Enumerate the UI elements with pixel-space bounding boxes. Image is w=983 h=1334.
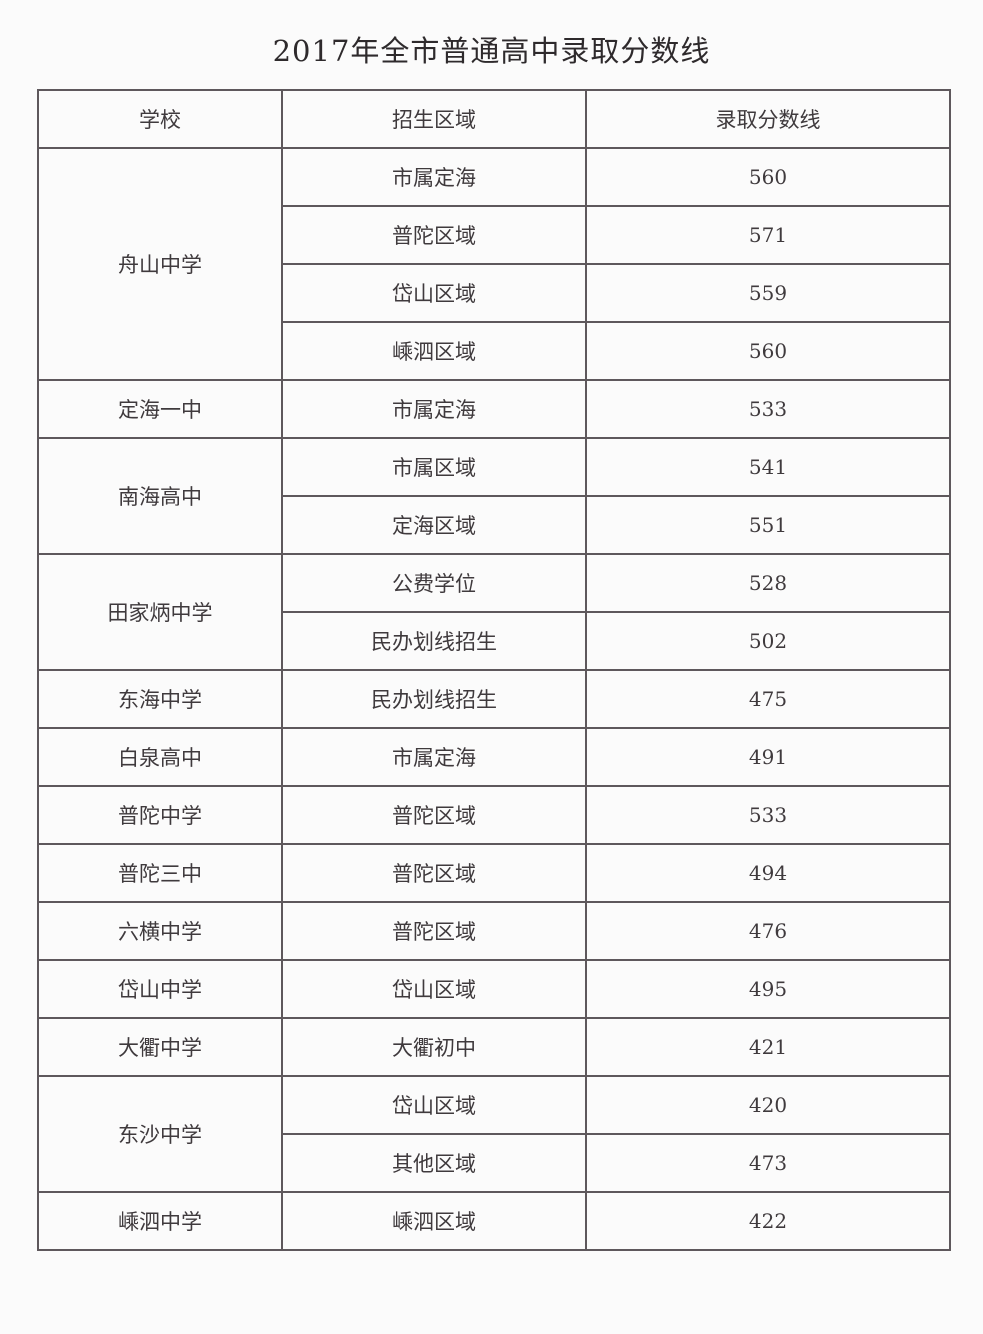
table-header-row: 学校 招生区域 录取分数线: [37, 89, 951, 149]
table-row: 民办划线招生 502: [38, 611, 951, 671]
score-cell: 502: [585, 611, 951, 671]
table-row: 大衢中学 大衢初中 421: [37, 1017, 951, 1077]
admission-score-table: 学校 招生区域 录取分数线 舟山中学 市属定海 560 普陀区域 571 岱山区域 559 嵊…: [37, 89, 951, 1251]
region-cell: 岱山区域: [281, 1075, 587, 1135]
score-cell: 559: [585, 263, 951, 323]
table-row: 定海区域 551: [38, 495, 951, 555]
header-school: 学校: [37, 89, 283, 149]
score-cell: 422: [585, 1191, 951, 1251]
school-cell: 白泉高中: [37, 727, 283, 787]
score-cell: 494: [585, 843, 951, 903]
score-cell: 420: [585, 1075, 951, 1135]
score-cell: 475: [585, 669, 951, 729]
school-cell: 定海一中: [37, 379, 283, 439]
region-cell: 其他区域: [281, 1133, 587, 1193]
region-cell: 市属定海: [281, 727, 587, 787]
school-cell: 岱山中学: [37, 959, 283, 1019]
table-row: 定海一中 市属定海 533: [37, 379, 951, 439]
region-cell: 嵊泗区域: [281, 1191, 587, 1251]
region-cell: 岱山区域: [281, 959, 587, 1019]
score-cell: 421: [585, 1017, 951, 1077]
region-cell: 市属定海: [281, 379, 587, 439]
region-cell: 大衢初中: [281, 1017, 587, 1077]
score-cell: 533: [585, 379, 951, 439]
table-row: 嵊泗区域 560: [38, 321, 951, 381]
table-row: 南海高中 市属区域 541: [37, 437, 951, 555]
region-cell: 市属区域: [281, 437, 587, 497]
school-cell: 东海中学: [37, 669, 283, 729]
school-cell: 六横中学: [37, 901, 283, 961]
table-row: 岱山中学 岱山区域 495: [37, 959, 951, 1019]
score-cell: 476: [585, 901, 951, 961]
table-row: 普陀三中 普陀区域 494: [37, 843, 951, 903]
table-row: 舟山中学 市属定海 560: [37, 147, 951, 381]
score-cell: 541: [585, 437, 951, 497]
header-score: 录取分数线: [585, 89, 951, 149]
school-cell: 普陀中学: [37, 785, 283, 845]
score-cell: 560: [585, 147, 951, 207]
region-cell: 普陀区域: [281, 785, 587, 845]
region-cell: 普陀区域: [281, 205, 587, 265]
table-row: 嵊泗中学 嵊泗区域 422: [37, 1191, 951, 1251]
region-cell: 定海区域: [281, 495, 587, 555]
school-cell: 田家炳中学: [37, 553, 283, 671]
school-cell: 普陀三中: [37, 843, 283, 903]
table-row: 六横中学 普陀区域 476: [37, 901, 951, 961]
school-cell: 大衢中学: [37, 1017, 283, 1077]
header-region: 招生区域: [281, 89, 587, 149]
table-row: 普陀区域 571: [38, 205, 951, 265]
score-cell: 560: [585, 321, 951, 381]
table-row: 其他区域 473: [38, 1133, 951, 1193]
table-row: 田家炳中学 公费学位 528: [37, 553, 951, 671]
score-cell: 473: [585, 1133, 951, 1193]
table-row: 普陀中学 普陀区域 533: [37, 785, 951, 845]
region-cell: 公费学位: [281, 553, 587, 613]
score-cell: 528: [585, 553, 951, 613]
region-cell: 嵊泗区域: [281, 321, 587, 381]
table-row: 岱山区域 559: [38, 263, 951, 323]
region-cell: 民办划线招生: [281, 611, 587, 671]
region-cell: 普陀区域: [281, 901, 587, 961]
region-cell: 普陀区域: [281, 843, 587, 903]
score-cell: 551: [585, 495, 951, 555]
school-cell: 南海高中: [37, 437, 283, 555]
region-cell: 市属定海: [281, 147, 587, 207]
document-title: 2017年全市普通高中录取分数线: [272, 34, 711, 68]
score-cell: 491: [585, 727, 951, 787]
school-cell: 东沙中学: [37, 1075, 283, 1193]
score-cell: 571: [585, 205, 951, 265]
table-row: 东沙中学 岱山区域 420: [37, 1075, 951, 1193]
region-cell: 岱山区域: [281, 263, 587, 323]
score-cell: 495: [585, 959, 951, 1019]
school-cell: 舟山中学: [37, 147, 283, 381]
table-row: 白泉高中 市属定海 491: [37, 727, 951, 787]
table-row: 东海中学 民办划线招生 475: [37, 669, 951, 729]
school-cell: 嵊泗中学: [37, 1191, 283, 1251]
region-cell: 民办划线招生: [281, 669, 587, 729]
score-cell: 533: [585, 785, 951, 845]
